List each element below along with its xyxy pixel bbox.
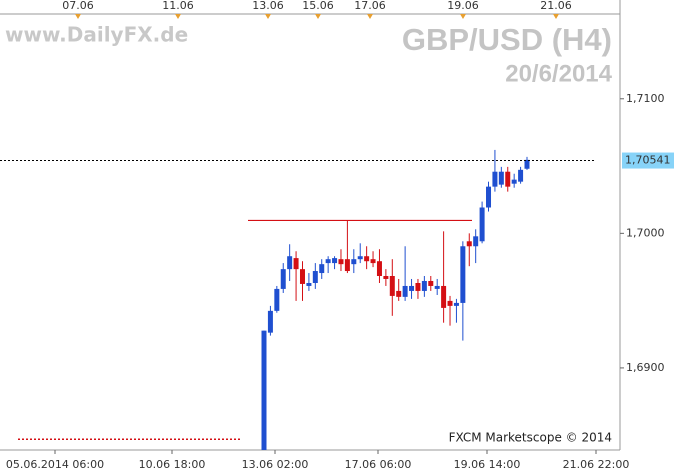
candle-body	[383, 276, 389, 279]
candle-body	[364, 256, 370, 262]
candle-body	[518, 169, 524, 182]
candle-body	[524, 159, 530, 169]
x-tick-label: 19.06 14:00	[454, 458, 521, 471]
plot-area	[18, 149, 530, 450]
candle-body	[357, 256, 363, 260]
candle-body	[428, 280, 434, 286]
candle-body	[287, 256, 293, 270]
candle-body	[396, 290, 402, 297]
candle-body	[498, 171, 504, 185]
watermark: www.DailyFX.de	[5, 23, 188, 47]
top-tick-label: 15.06	[302, 0, 334, 12]
top-tick-label: 11.06	[162, 0, 194, 12]
candle-body	[280, 269, 286, 289]
candle-body	[261, 330, 267, 450]
candle-body	[338, 259, 344, 265]
candle-body	[479, 207, 485, 242]
top-tick-label: 19.06	[447, 0, 479, 12]
current-price-label: 1,70541	[625, 154, 671, 167]
candle-body	[312, 271, 318, 284]
candle-body	[486, 186, 492, 208]
top-tick-marker	[553, 14, 559, 19]
candle-body	[505, 171, 511, 187]
chart-subtitle: 20/6/2014	[505, 60, 612, 87]
candle-body	[453, 302, 459, 306]
top-tick-label: 07.06	[62, 0, 94, 12]
top-tick-label: 17.06	[354, 0, 386, 12]
candle-body	[389, 276, 395, 296]
candle-body	[306, 283, 312, 286]
candle-body	[402, 285, 408, 297]
top-tick-marker	[265, 14, 271, 19]
candle-body	[511, 179, 517, 184]
chart-title: GBP/USD (H4)	[402, 22, 612, 57]
candle-body	[441, 285, 447, 308]
candle-body	[344, 259, 350, 272]
y-tick-label: 1,7100	[626, 92, 665, 105]
candle-body	[409, 285, 415, 291]
candle-body	[332, 258, 338, 264]
candle-body	[415, 283, 421, 291]
x-tick-label: 17.06 06:00	[345, 458, 412, 471]
x-tick-label: 21.06 22:00	[563, 458, 630, 471]
candle-body	[421, 280, 427, 291]
candle-body	[325, 259, 331, 264]
candle-body	[447, 300, 453, 306]
candle-body	[466, 241, 472, 247]
candle-body	[473, 236, 479, 247]
candle-body	[293, 258, 299, 270]
x-tick-label: 13.06 02:00	[242, 458, 309, 471]
candle-body	[267, 310, 273, 333]
candle-body	[351, 259, 357, 265]
y-tick-label: 1,6900	[626, 361, 665, 374]
top-tick-marker	[315, 14, 321, 19]
top-tick-label: 21.06	[540, 0, 572, 12]
top-tick-marker	[75, 14, 81, 19]
top-tick-label: 13.06	[252, 0, 284, 12]
candle-body	[492, 171, 498, 187]
top-tick-marker	[367, 14, 373, 19]
x-tick-label: 10.06 18:00	[139, 458, 206, 471]
candle-body	[376, 261, 382, 277]
candle-body	[460, 246, 466, 303]
credit: FXCM Marketscope © 2014	[449, 431, 612, 445]
x-tick-label: 05.06.2014 06:00	[6, 458, 104, 471]
candle-body	[319, 264, 325, 274]
top-tick-marker	[460, 14, 466, 19]
y-tick-label: 1,7000	[626, 226, 665, 239]
candle-body	[299, 269, 305, 284]
candle-body	[370, 259, 376, 264]
current-price-box	[622, 152, 674, 169]
candle-body	[434, 285, 440, 289]
top-tick-marker	[175, 14, 181, 19]
candle-body	[274, 288, 280, 311]
